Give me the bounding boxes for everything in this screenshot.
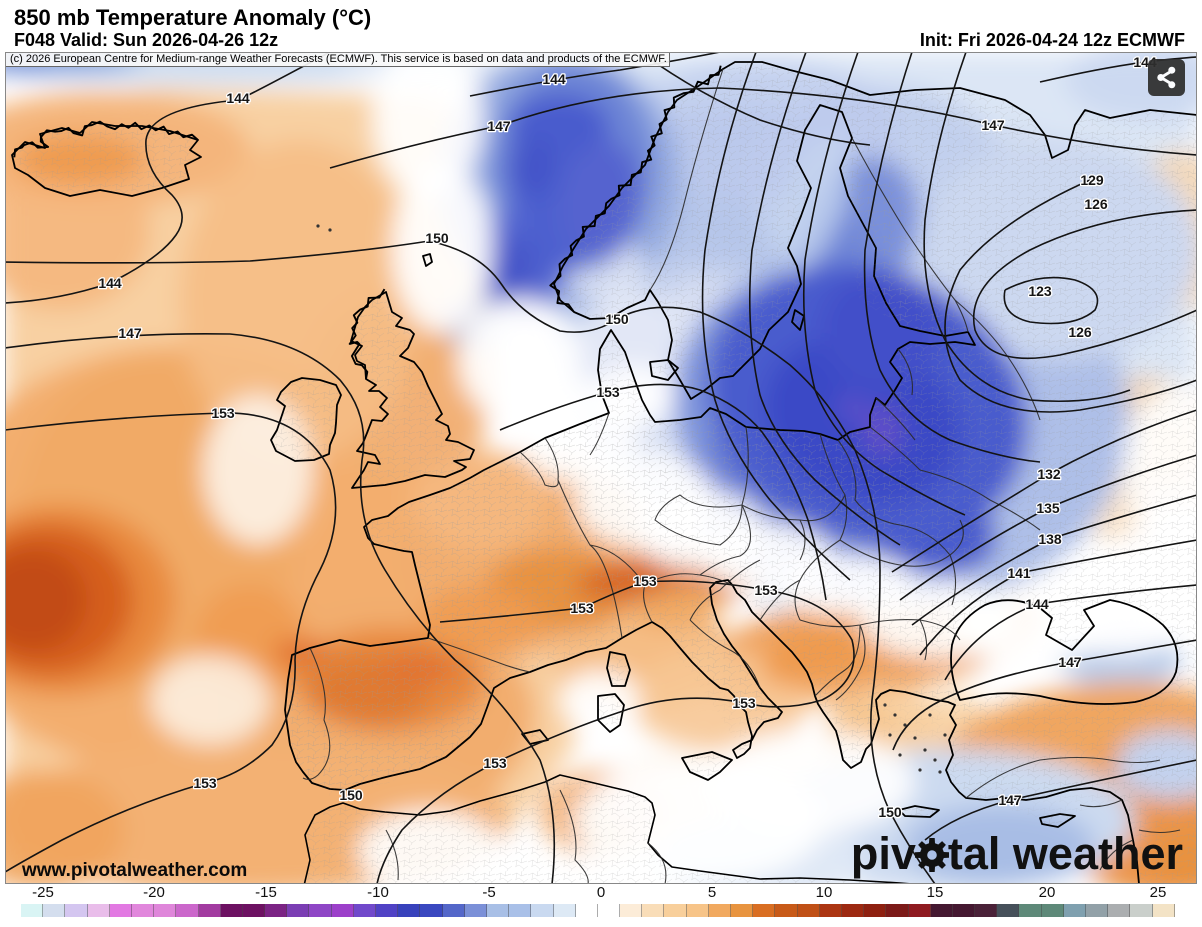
svg-text:150: 150	[425, 230, 449, 246]
svg-text:150: 150	[605, 311, 629, 327]
svg-text:150: 150	[878, 804, 902, 820]
svg-text:126: 126	[1084, 196, 1108, 212]
svg-text:144: 144	[1025, 596, 1049, 612]
svg-text:144: 144	[226, 90, 250, 106]
svg-text:153: 153	[596, 384, 620, 400]
svg-text:153: 153	[732, 695, 756, 711]
svg-text:147: 147	[981, 117, 1005, 133]
svg-text:147: 147	[487, 118, 511, 134]
svg-text:153: 153	[193, 775, 217, 791]
svg-text:129: 129	[1080, 172, 1104, 188]
svg-text:153: 153	[754, 582, 778, 598]
svg-text:153: 153	[483, 755, 507, 771]
svg-text:153: 153	[570, 600, 594, 616]
svg-text:126: 126	[1068, 324, 1092, 340]
svg-text:147: 147	[998, 792, 1022, 808]
svg-text:153: 153	[633, 573, 657, 589]
svg-text:135: 135	[1036, 500, 1060, 516]
svg-text:123: 123	[1028, 283, 1052, 299]
svg-text:144: 144	[542, 71, 566, 87]
svg-text:150: 150	[339, 787, 363, 803]
svg-text:138: 138	[1038, 531, 1062, 547]
svg-text:141: 141	[1007, 565, 1031, 581]
svg-text:144: 144	[98, 275, 122, 291]
svg-text:153: 153	[211, 405, 235, 421]
svg-text:132: 132	[1037, 466, 1061, 482]
svg-text:147: 147	[118, 325, 142, 341]
svg-text:147: 147	[1058, 654, 1082, 670]
